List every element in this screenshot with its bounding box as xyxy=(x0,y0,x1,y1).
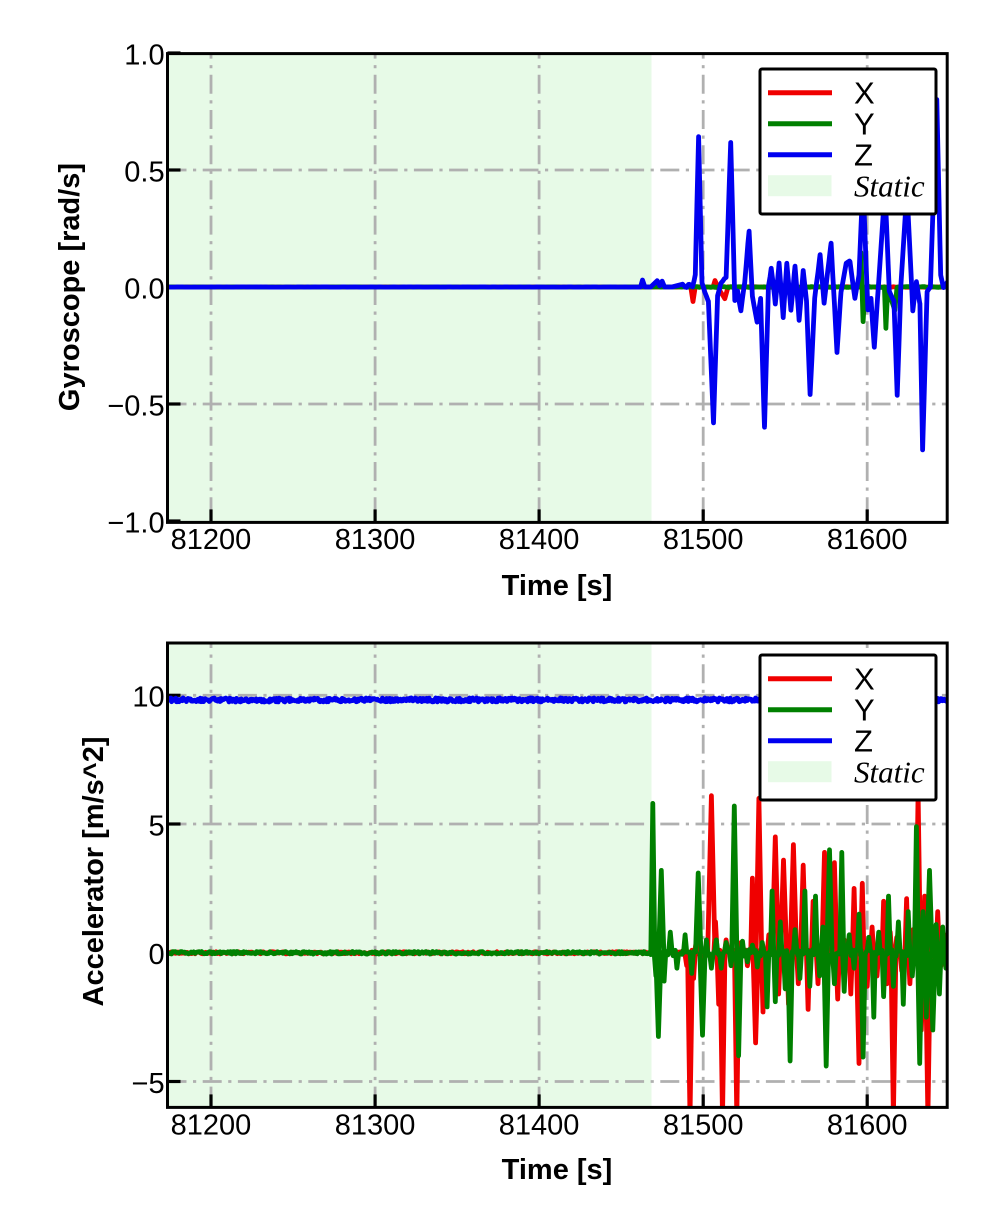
svg-text:Y: Y xyxy=(854,693,875,728)
svg-text:81600: 81600 xyxy=(827,1110,908,1142)
svg-text:Static: Static xyxy=(854,755,925,790)
svg-text:0.0: 0.0 xyxy=(124,273,164,305)
svg-text:81400: 81400 xyxy=(499,1110,580,1142)
svg-text:5: 5 xyxy=(148,810,164,842)
svg-text:Time [s]: Time [s] xyxy=(502,570,613,602)
svg-text:81500: 81500 xyxy=(663,1110,744,1142)
svg-text:Accelerator [m/s^2]: Accelerator [m/s^2] xyxy=(78,737,110,1007)
svg-text:0.5: 0.5 xyxy=(124,156,164,188)
svg-text:81500: 81500 xyxy=(663,524,744,556)
svg-text:X: X xyxy=(854,662,875,697)
svg-text:Time [s]: Time [s] xyxy=(502,1154,613,1186)
svg-text:81600: 81600 xyxy=(827,524,908,556)
svg-text:Z: Z xyxy=(854,138,873,173)
svg-text:81300: 81300 xyxy=(335,1110,416,1142)
svg-text:81200: 81200 xyxy=(171,524,252,556)
svg-text:0: 0 xyxy=(148,939,164,971)
svg-text:−1.0: −1.0 xyxy=(107,507,164,539)
svg-text:Z: Z xyxy=(854,724,873,759)
svg-text:Static: Static xyxy=(854,169,925,204)
svg-text:81400: 81400 xyxy=(499,524,580,556)
svg-text:Y: Y xyxy=(854,107,875,142)
svg-text:Gyroscope [rad/s]: Gyroscope [rad/s] xyxy=(54,163,86,411)
svg-text:81200: 81200 xyxy=(171,1110,252,1142)
svg-text:−5: −5 xyxy=(132,1068,165,1100)
svg-text:81300: 81300 xyxy=(335,524,416,556)
svg-text:−0.5: −0.5 xyxy=(107,390,164,422)
svg-text:1.0: 1.0 xyxy=(124,39,164,71)
svg-text:X: X xyxy=(854,76,875,111)
svg-text:10: 10 xyxy=(132,682,164,714)
